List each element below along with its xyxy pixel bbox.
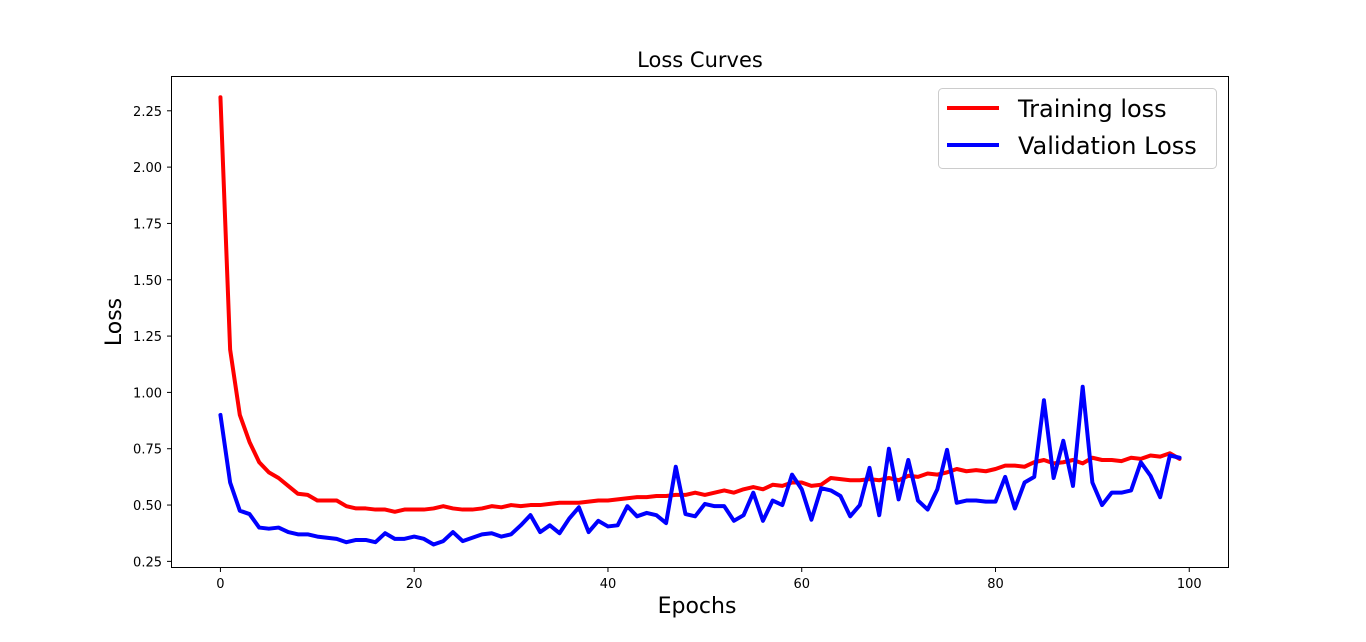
y-tick-label: 0.75: [133, 443, 162, 458]
x-tick-label: 20: [406, 577, 423, 592]
y-tick-label: 0.25: [133, 555, 162, 570]
y-tick-label: 0.50: [133, 499, 162, 514]
legend-label-training-loss: Training loss: [1017, 95, 1167, 123]
x-axis-ticks: 0 20 40 60 80 100: [216, 567, 1202, 592]
x-tick-label: 100: [1177, 577, 1202, 592]
x-tick-label: 80: [987, 577, 1004, 592]
y-axis-ticks: 0.25 0.50 0.75 1.00 1.25 1.50 1.75 2.00 2.25: [133, 105, 172, 570]
series-line-validation-loss: [218, 384, 1182, 547]
series-line-training-loss: [218, 95, 1182, 514]
y-tick-label: 2.00: [133, 161, 162, 176]
plot-frame: [171, 76, 1229, 568]
x-tick-label: 40: [600, 577, 617, 592]
legend: Training loss Validation Loss: [938, 88, 1217, 169]
x-axis-label: Epochs: [658, 594, 737, 619]
series-layer: [218, 95, 1182, 547]
x-tick-label: 0: [216, 577, 224, 592]
y-tick-label: 1.25: [133, 330, 162, 345]
legend-label-validation-loss: Validation Loss: [1018, 132, 1197, 160]
legend-box: [938, 88, 1217, 169]
y-tick-label: 1.75: [133, 217, 162, 232]
y-tick-label: 2.25: [133, 105, 162, 120]
x-tick-label: 60: [793, 577, 810, 592]
y-tick-label: 1.50: [133, 274, 162, 289]
y-tick-label: 1.00: [133, 386, 162, 401]
y-axis-label: Loss: [102, 298, 127, 346]
chart-title: Loss Curves: [637, 48, 763, 72]
